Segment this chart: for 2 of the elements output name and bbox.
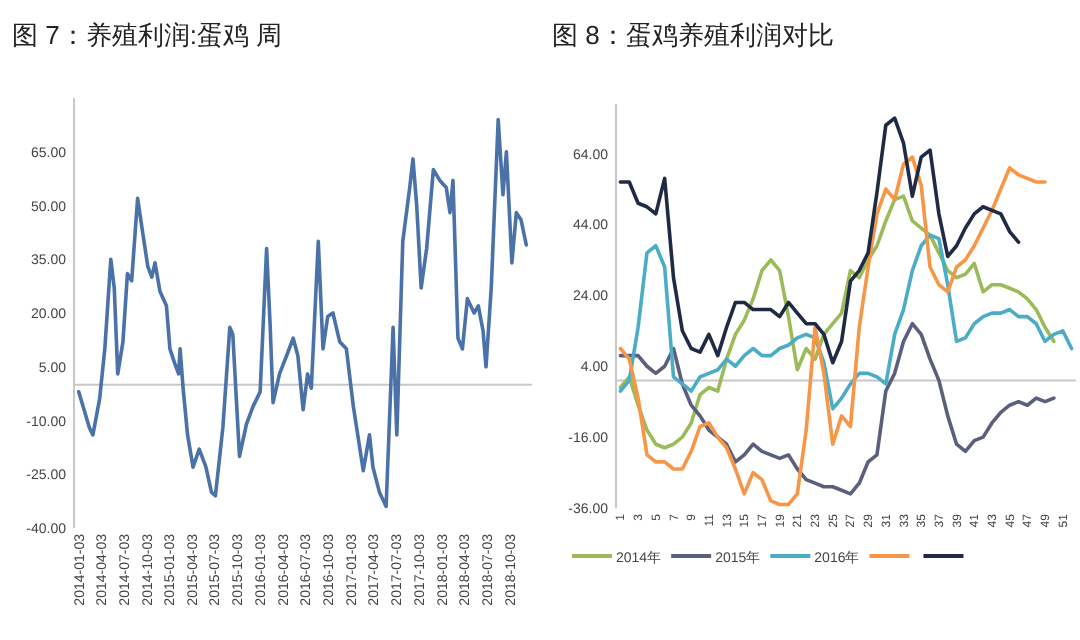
title: 图 8：蛋鸡养殖利润对比 [552, 20, 834, 50]
title: 图 7：养殖利润:蛋鸡 周 [12, 20, 283, 50]
